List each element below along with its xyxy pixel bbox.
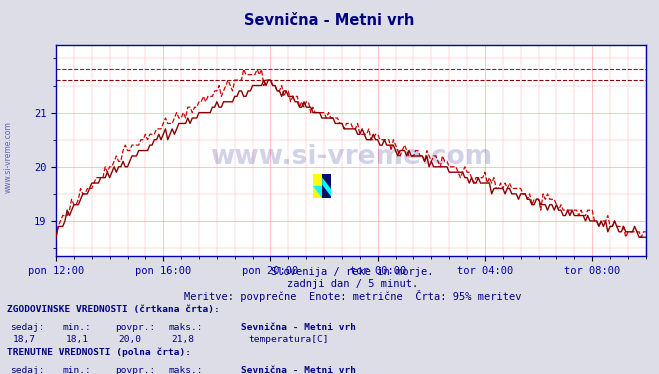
Text: ZGODOVINSKE VREDNOSTI (črtkana črta):: ZGODOVINSKE VREDNOSTI (črtkana črta): xyxy=(7,305,219,314)
Polygon shape xyxy=(313,186,322,198)
Text: 18,7: 18,7 xyxy=(13,335,36,344)
Text: sedaj:: sedaj: xyxy=(10,323,44,332)
Text: sedaj:: sedaj: xyxy=(10,366,44,374)
Polygon shape xyxy=(313,174,322,186)
Polygon shape xyxy=(322,174,331,198)
Text: povpr.:: povpr.: xyxy=(115,366,156,374)
Text: Sevnična - Metni vrh: Sevnična - Metni vrh xyxy=(241,366,356,374)
Text: Meritve: povprečne  Enote: metrične  Črta: 95% meritev: Meritve: povprečne Enote: metrične Črta:… xyxy=(184,290,521,302)
Text: min.:: min.: xyxy=(63,366,92,374)
Text: 21,8: 21,8 xyxy=(171,335,194,344)
Polygon shape xyxy=(322,178,331,197)
Text: www.si-vreme.com: www.si-vreme.com xyxy=(3,121,13,193)
Text: zadnji dan / 5 minut.: zadnji dan / 5 minut. xyxy=(287,279,418,289)
Text: Slovenija / reke in morje.: Slovenija / reke in morje. xyxy=(272,267,434,278)
Text: www.si-vreme.com: www.si-vreme.com xyxy=(210,144,492,170)
Text: maks.:: maks.: xyxy=(168,366,202,374)
Polygon shape xyxy=(313,174,322,198)
Text: TRENUTNE VREDNOSTI (polna črta):: TRENUTNE VREDNOSTI (polna črta): xyxy=(7,348,190,357)
Text: povpr.:: povpr.: xyxy=(115,323,156,332)
Text: Sevnična - Metni vrh: Sevnična - Metni vrh xyxy=(244,13,415,28)
Text: min.:: min.: xyxy=(63,323,92,332)
Text: 18,1: 18,1 xyxy=(66,335,89,344)
Text: 20,0: 20,0 xyxy=(119,335,142,344)
Text: maks.:: maks.: xyxy=(168,323,202,332)
Text: temperatura[C]: temperatura[C] xyxy=(248,335,329,344)
Text: Sevnična - Metni vrh: Sevnična - Metni vrh xyxy=(241,323,356,332)
